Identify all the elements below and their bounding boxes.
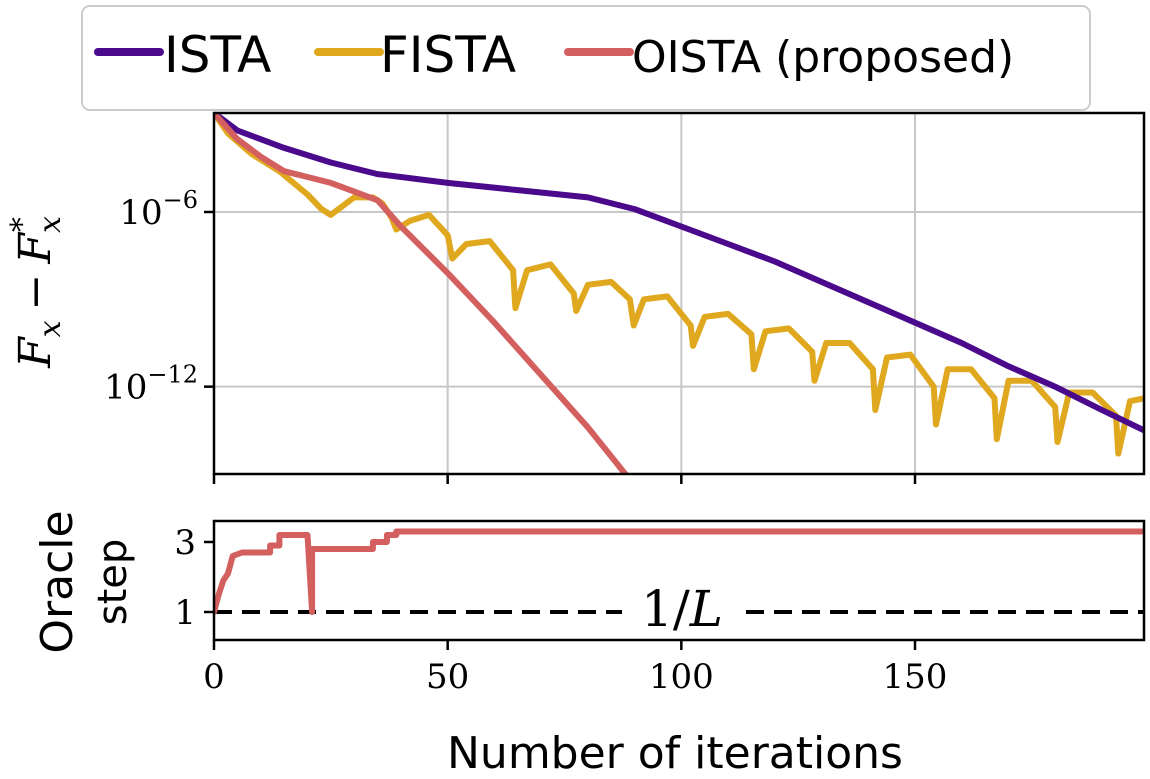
legend-label-ista: ISTA — [164, 26, 271, 84]
bottom-axes-frame — [212, 519, 1146, 642]
ylabel-f2: F — [10, 232, 61, 265]
x-axis-label: Number of iterations — [447, 728, 903, 779]
top-ytick-label: 10−12 — [104, 361, 198, 408]
top-series — [214, 113, 1144, 474]
annotation-bg — [622, 588, 742, 634]
legend-entry-fista: FISTA — [314, 26, 516, 84]
top-axes-frame — [212, 111, 1146, 476]
ylabel-minus: − — [10, 274, 61, 311]
bottom-xticks: 0 50 100 150 — [203, 640, 947, 697]
top-ytick-label: 10−6 — [119, 186, 198, 233]
legend-box — [81, 5, 1091, 111]
ytick-base: 10 — [119, 193, 162, 233]
ytick-base: 10 — [104, 368, 147, 408]
xtick-label-0: 0 — [203, 657, 225, 697]
ylabel-sub1: x — [33, 320, 68, 337]
top-xticks — [212, 474, 917, 484]
top-grid — [214, 113, 1144, 474]
top-yticks: 10−610−12 — [104, 186, 214, 408]
legend-entry-oista: OISTA (proposed) — [564, 32, 1014, 83]
series-line-fista — [214, 113, 1144, 457]
annotation-one-over-l: 1/L — [641, 580, 723, 638]
ylabel-f1: F — [10, 336, 61, 369]
series-line-ista — [214, 113, 1144, 434]
legend-label-oista: OISTA (proposed) — [632, 32, 1014, 83]
legend-label-fista: FISTA — [380, 26, 516, 84]
top-ylabel: Fx−Fx* — [5, 216, 68, 369]
legend-entry-ista: ISTA — [94, 26, 271, 84]
annotation-italic: L — [689, 580, 723, 638]
series-line-oista-step — [214, 528, 1144, 615]
legend: ISTA FISTA OISTA (proposed) — [81, 5, 1091, 111]
top-panel: 10−610−12 Fx−Fx* — [5, 111, 1146, 484]
ytick-exponent: −12 — [147, 361, 198, 389]
bottom-ytick-label-1: 1 — [174, 593, 196, 633]
ylabel-sup2: * — [5, 217, 40, 232]
ytick-exponent: −6 — [163, 186, 198, 214]
bottom-ylabel-line2: step — [90, 539, 136, 626]
annotation-base: 1/ — [641, 580, 690, 638]
bottom-yticks: 13 — [174, 523, 214, 633]
bottom-ylabel-line1: Oracle — [32, 510, 83, 653]
series-line-oista — [214, 113, 629, 474]
xtick-label-50: 50 — [426, 657, 469, 697]
bottom-ytick-label-3: 3 — [174, 523, 196, 563]
ylabel-sub2: x — [33, 216, 68, 233]
xtick-label-100: 100 — [649, 657, 714, 697]
bottom-panel: 0 50 100 150 13 1/L Oracle step Number of i… — [32, 510, 1146, 779]
xtick-label-150: 150 — [883, 657, 948, 697]
